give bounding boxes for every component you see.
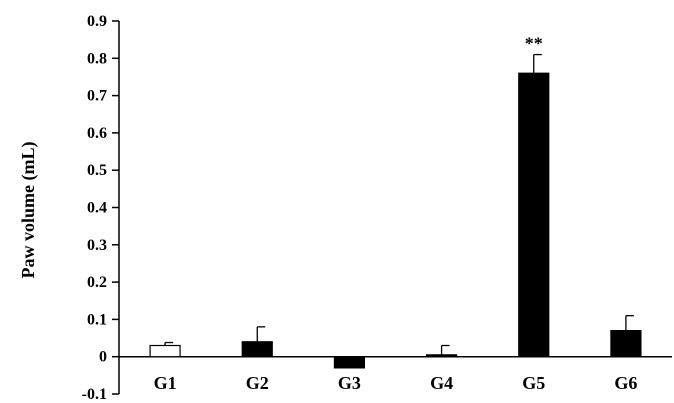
y-tick-label: 0.1 — [87, 311, 107, 328]
annotations: ** — [525, 34, 543, 54]
bar-g5 — [518, 72, 550, 358]
bar-g1 — [149, 344, 181, 358]
x-tick-label: G6 — [614, 373, 637, 393]
y-tick-label: 0.7 — [87, 88, 107, 105]
y-axis-title: Paw volume (mL) — [18, 142, 39, 279]
y-tick-label: 0.4 — [87, 200, 107, 217]
y-tick-label: 0.8 — [87, 50, 107, 67]
x-tick-label: G4 — [430, 373, 453, 393]
error-bars — [164, 53, 634, 355]
y-tick-label: 0.6 — [87, 125, 107, 142]
x-tick-label: G1 — [154, 373, 177, 393]
y-tick-label: -0.1 — [82, 386, 107, 403]
y-tick-label: 0.2 — [87, 274, 107, 291]
y-ticks: -0.1 0 0.1 0.2 0.3 0.4 0.5 0.6 0.7 0.8 0.9 — [82, 13, 119, 403]
bar-g6 — [610, 329, 642, 358]
bar-g2 — [241, 341, 273, 358]
y-tick-label: 0.9 — [87, 13, 107, 30]
y-tick-label: 0.5 — [87, 162, 107, 179]
axes — [118, 21, 672, 394]
bar-g3 — [333, 356, 366, 369]
y-tick-label: 0 — [99, 349, 107, 366]
category-labels: G1 G2 G3 G4 G5 G6 — [154, 373, 638, 393]
x-tick-label: G3 — [338, 373, 361, 393]
bars — [149, 72, 642, 369]
significance-marker: ** — [525, 34, 543, 54]
bar-g4 — [425, 354, 458, 358]
x-tick-label: G5 — [522, 373, 545, 393]
y-tick-label: 0.3 — [87, 237, 107, 254]
x-tick-label: G2 — [246, 373, 269, 393]
